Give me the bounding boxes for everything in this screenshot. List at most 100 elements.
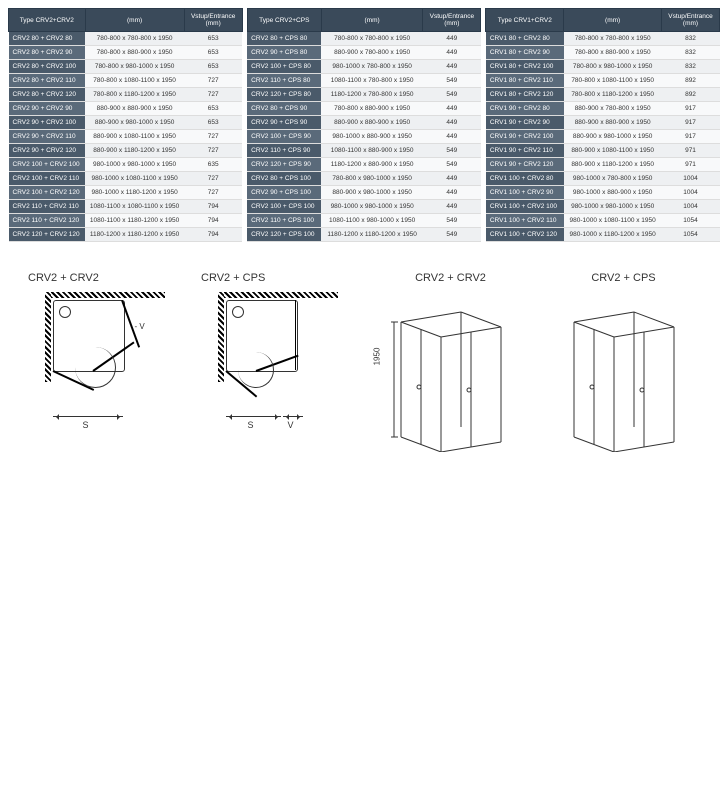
cell: 653 xyxy=(184,46,242,60)
cell: 549 xyxy=(423,144,481,158)
cell: 880-900 x 880-900 x 1950 xyxy=(564,116,662,130)
plan-diagram-crv2-crv2: CRV2 + CRV2 - V S xyxy=(28,272,181,452)
table-row: CRV2 80 + CRV2 90780-800 x 880-900 x 195… xyxy=(9,46,243,60)
cell: CRV2 110 + CRV2 120 xyxy=(9,214,86,228)
cell: 880-900 x 780-800 x 1950 xyxy=(564,102,662,116)
cell: 980-1000 x 980-1000 x 1950 xyxy=(85,158,184,172)
cell: CRV2 80 + CRV2 120 xyxy=(9,88,86,102)
cell: CRV2 110 + CPS 90 xyxy=(247,144,321,158)
cell: 832 xyxy=(662,32,720,46)
cell: CRV2 120 + CPS 90 xyxy=(247,158,321,172)
cell: 653 xyxy=(184,32,242,46)
col-header: (mm) xyxy=(85,9,184,32)
cell: 980-1000 x 880-900 x 1950 xyxy=(564,186,662,200)
table-row: CRV2 90 + CRV2 100880-900 x 980-1000 x 1… xyxy=(9,116,243,130)
col-header: Vstup/Entrance (mm) xyxy=(662,9,720,32)
cell: CRV1 100 + CRV2 120 xyxy=(486,228,564,242)
plan-title: CRV2 + CPS xyxy=(201,272,354,284)
cell: 727 xyxy=(184,88,242,102)
isometric-enclosure-icon xyxy=(559,292,689,452)
cell: 780-800 x 780-800 x 1950 xyxy=(85,32,184,46)
col-header: Type CRV2+CRV2 xyxy=(9,9,86,32)
cell: 880-900 x 780-800 x 1950 xyxy=(321,46,422,60)
cell: 549 xyxy=(423,214,481,228)
table-row: CRV2 100 + CRV2 100980-1000 x 980-1000 x… xyxy=(9,158,243,172)
table-row: CRV2 80 + CRV2 100780-800 x 980-1000 x 1… xyxy=(9,60,243,74)
cell: 780-800 x 1080-1100 x 1950 xyxy=(85,74,184,88)
table-row: CRV2 90 + CRV2 120880-900 x 1180-1200 x … xyxy=(9,144,243,158)
cell: 549 xyxy=(423,88,481,102)
cell: CRV2 110 + CPS 80 xyxy=(247,74,321,88)
col-header: (mm) xyxy=(321,9,422,32)
drain-icon xyxy=(59,306,71,318)
cell: CRV2 80 + CPS 80 xyxy=(247,32,321,46)
table-row: CRV2 100 + CPS 80980-1000 x 780-800 x 19… xyxy=(247,60,481,74)
table-row: CRV2 100 + CPS 100980-1000 x 980-1000 x … xyxy=(247,200,481,214)
cell: CRV2 100 + CRV2 100 xyxy=(9,158,86,172)
dimension-s xyxy=(53,416,123,417)
v-label: V xyxy=(288,420,294,430)
table-row: CRV2 90 + CPS 90880-900 x 880-900 x 1950… xyxy=(247,116,481,130)
cell: 635 xyxy=(184,158,242,172)
table-row: CRV1 80 + CRV2 120780-800 x 1180-1200 x … xyxy=(486,88,720,102)
v-label: - V xyxy=(135,322,145,331)
cell: CRV2 80 + CRV2 90 xyxy=(9,46,86,60)
table-row: CRV1 100 + CRV2 110980-1000 x 1080-1100 … xyxy=(486,214,720,228)
cell: 880-900 x 1180-1200 x 1950 xyxy=(85,144,184,158)
cell: CRV2 100 + CRV2 120 xyxy=(9,186,86,200)
cell: 780-800 x 880-900 x 1950 xyxy=(564,46,662,60)
table-row: CRV2 120 + CRV2 1201180-1200 x 1180-1200… xyxy=(9,228,243,242)
table-row: CRV1 90 + CRV2 120880-900 x 1180-1200 x … xyxy=(486,158,720,172)
cell: 653 xyxy=(184,102,242,116)
cell: 727 xyxy=(184,172,242,186)
cell: CRV1 80 + CRV2 100 xyxy=(486,60,564,74)
cell: 780-800 x 1080-1100 x 1950 xyxy=(564,74,662,88)
cell: CRV1 80 + CRV2 90 xyxy=(486,46,564,60)
cell: CRV1 90 + CRV2 120 xyxy=(486,158,564,172)
cell: CRV2 80 + CPS 100 xyxy=(247,172,321,186)
table-row: CRV1 80 + CRV2 110780-800 x 1080-1100 x … xyxy=(486,74,720,88)
cell: CRV1 80 + CRV2 80 xyxy=(486,32,564,46)
table-row: CRV2 80 + CPS 100780-800 x 980-1000 x 19… xyxy=(247,172,481,186)
cell: 727 xyxy=(184,130,242,144)
cell: 780-800 x 1180-1200 x 1950 xyxy=(564,88,662,102)
cell: 780-800 x 980-1000 x 1950 xyxy=(321,172,422,186)
cell: 980-1000 x 780-800 x 1950 xyxy=(321,60,422,74)
col-header: Vstup/Entrance (mm) xyxy=(423,9,481,32)
cell: 780-800 x 780-800 x 1950 xyxy=(564,32,662,46)
cell: 449 xyxy=(423,172,481,186)
table-row: CRV2 80 + CPS 80780-800 x 780-800 x 1950… xyxy=(247,32,481,46)
iso-title: CRV2 + CPS xyxy=(547,272,700,284)
table-crv2-crv2: Type CRV2+CRV2(mm)Vstup/Entrance (mm)CRV… xyxy=(8,8,243,242)
table-row: CRV2 120 + CPS 1001180-1200 x 1180-1200 … xyxy=(247,228,481,242)
cell: 980-1000 x 880-900 x 1950 xyxy=(321,130,422,144)
cell: 1180-1200 x 780-800 x 1950 xyxy=(321,88,422,102)
table-row: CRV2 80 + CRV2 80780-800 x 780-800 x 195… xyxy=(9,32,243,46)
cell: 1180-1200 x 1180-1200 x 1950 xyxy=(321,228,422,242)
cell: 832 xyxy=(662,46,720,60)
table-row: CRV1 90 + CRV2 100880-900 x 980-1000 x 1… xyxy=(486,130,720,144)
door-line-icon xyxy=(295,300,296,370)
cell: 1004 xyxy=(662,172,720,186)
iso-diagram-crv2-cps: CRV2 + CPS xyxy=(547,272,700,452)
cell: 1080-1100 x 980-1000 x 1950 xyxy=(321,214,422,228)
cell: 880-900 x 1080-1100 x 1950 xyxy=(85,130,184,144)
wall-top-icon xyxy=(45,292,165,298)
wall-top-icon xyxy=(218,292,338,298)
cell: CRV1 100 + CRV2 80 xyxy=(486,172,564,186)
cell: 780-800 x 980-1000 x 1950 xyxy=(564,60,662,74)
cell: CRV2 120 + CRV2 120 xyxy=(9,228,86,242)
col-header: Type CRV2+CPS xyxy=(247,9,321,32)
cell: 449 xyxy=(423,46,481,60)
cell: CRV2 80 + CRV2 80 xyxy=(9,32,86,46)
cell: CRV2 90 + CRV2 90 xyxy=(9,102,86,116)
cell: 794 xyxy=(184,228,242,242)
table-row: CRV2 90 + CPS 80880-900 x 780-800 x 1950… xyxy=(247,46,481,60)
table-row: CRV2 110 + CPS 801080-1100 x 780-800 x 1… xyxy=(247,74,481,88)
cell: CRV1 100 + CRV2 110 xyxy=(486,214,564,228)
cell: 780-800 x 980-1000 x 1950 xyxy=(85,60,184,74)
cell: CRV2 100 + CPS 80 xyxy=(247,60,321,74)
cell: CRV2 110 + CRV2 110 xyxy=(9,200,86,214)
wall-left-icon xyxy=(45,292,51,382)
cell: 880-900 x 1080-1100 x 1950 xyxy=(564,144,662,158)
